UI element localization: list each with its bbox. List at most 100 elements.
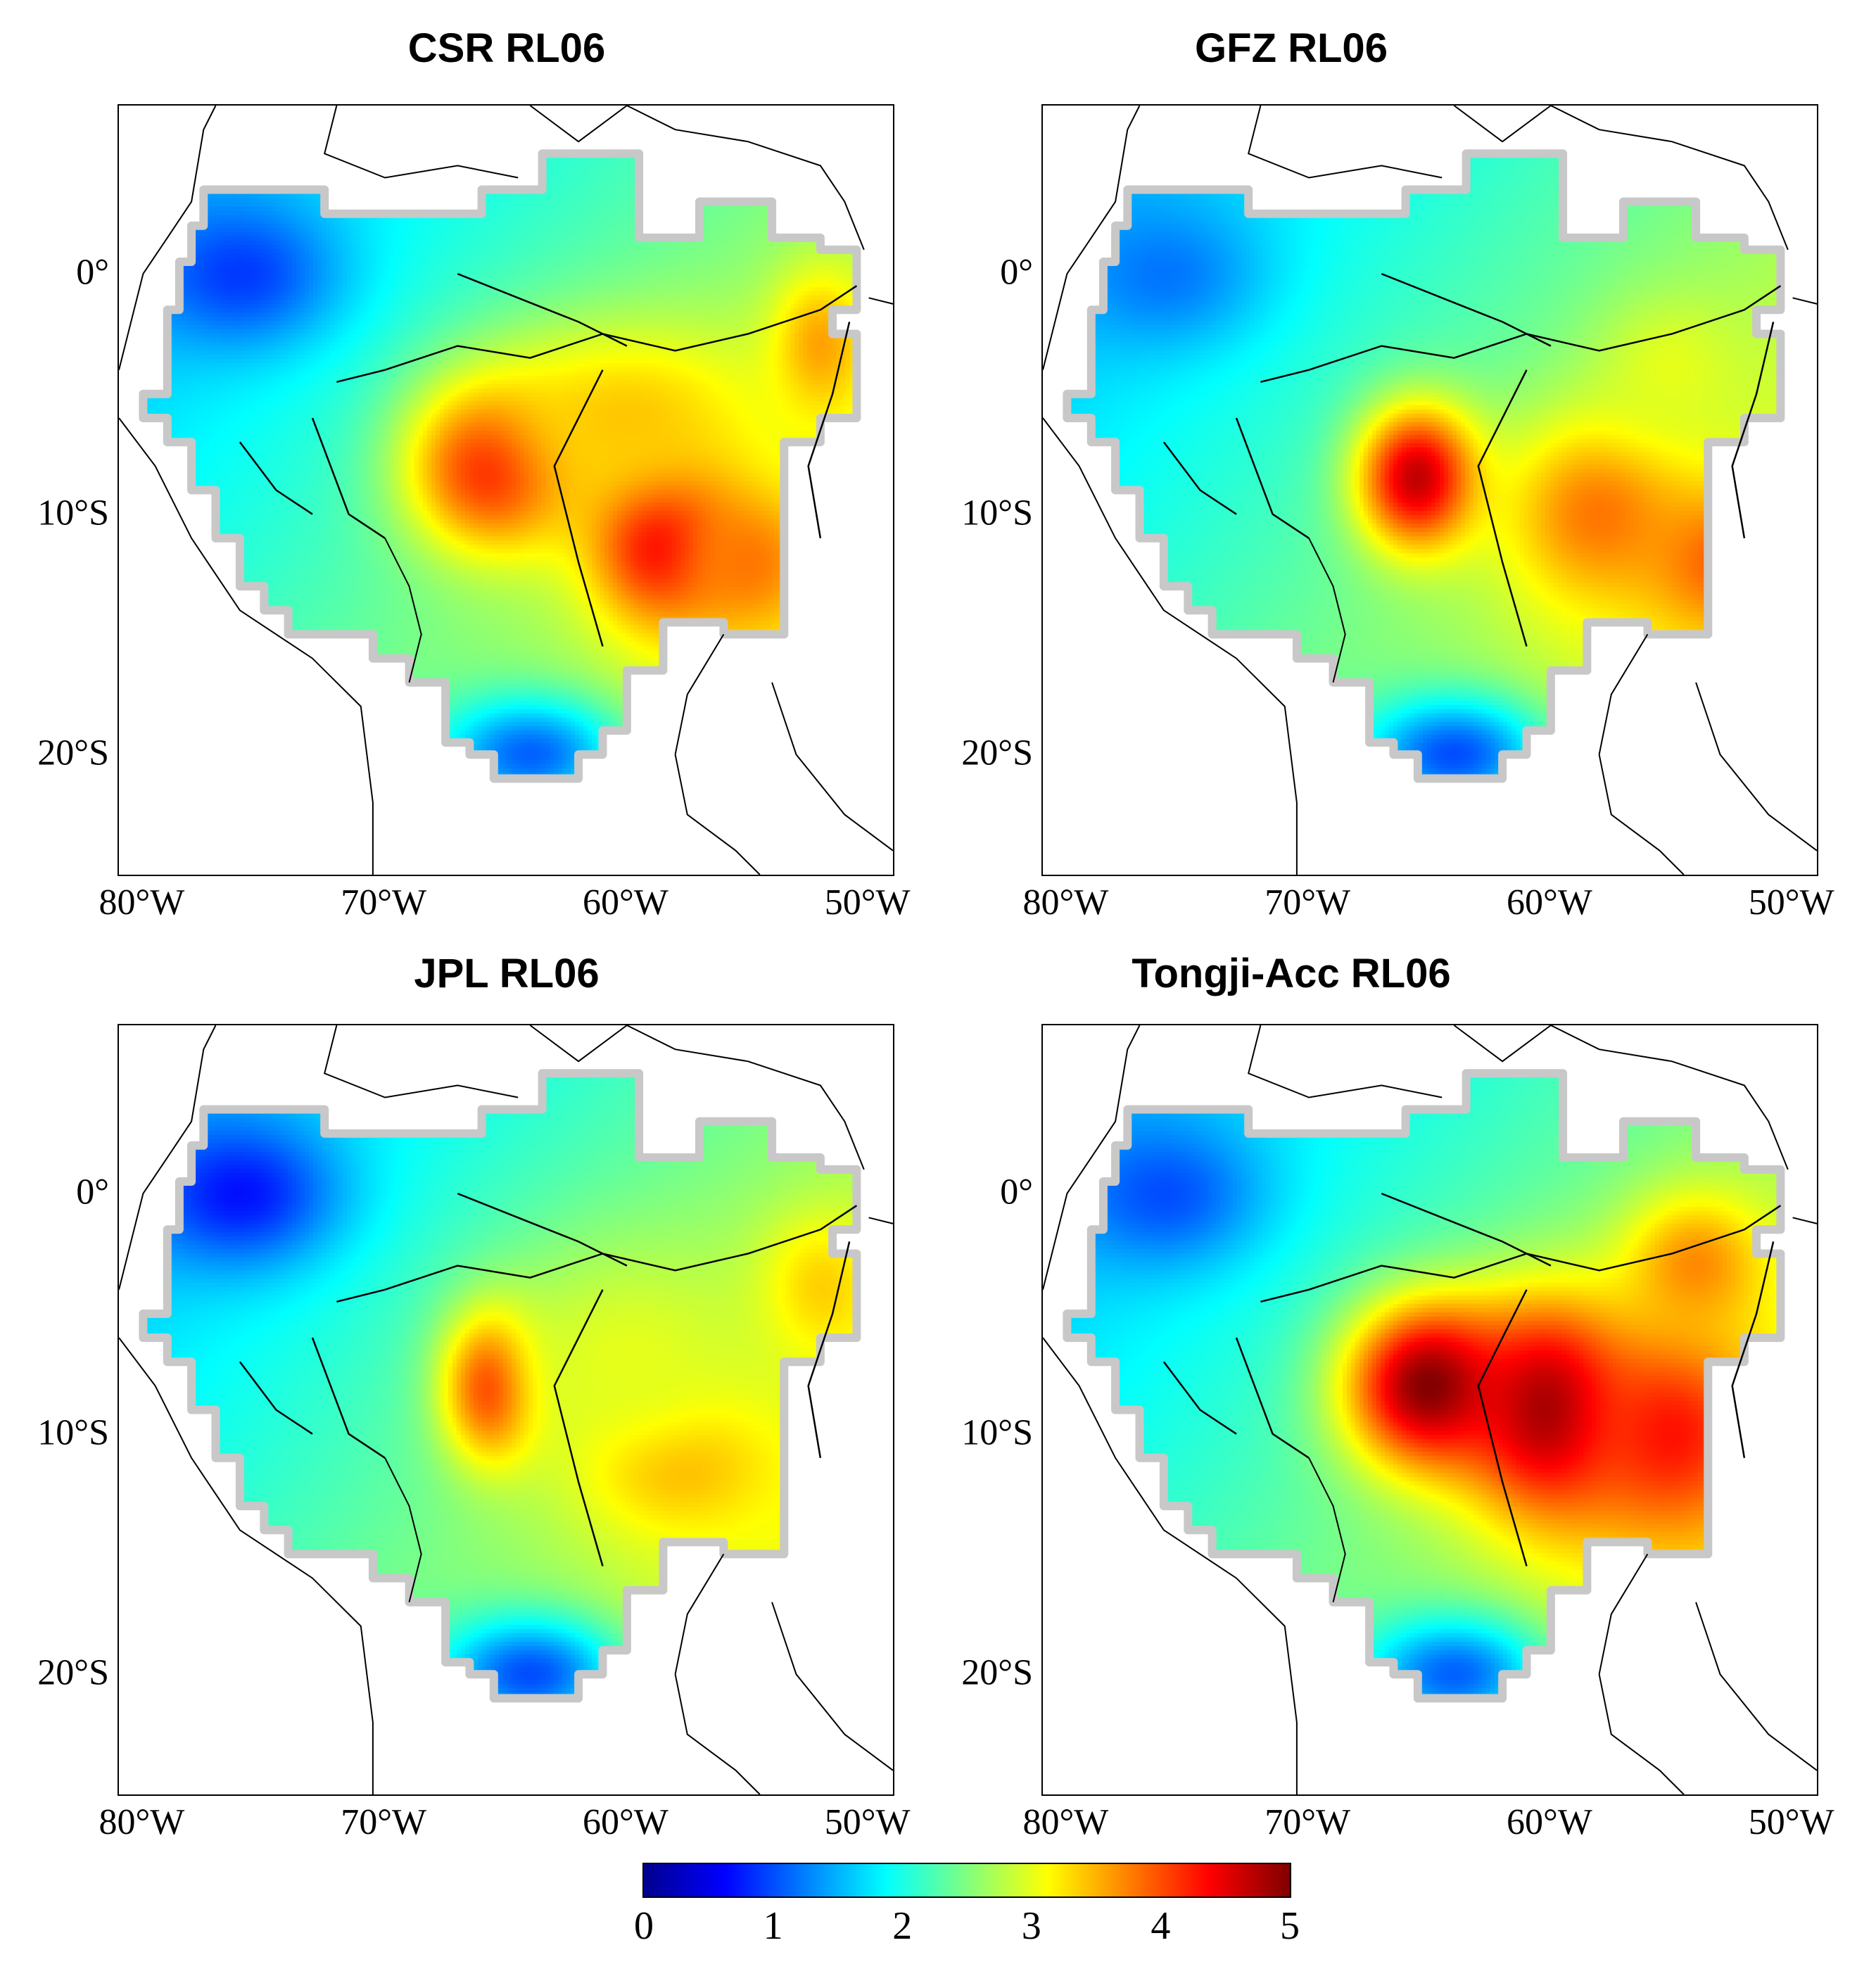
heatmap-jpl	[119, 1025, 893, 1794]
coastline	[529, 1025, 865, 1170]
panel-title-gfz: GFZ RL06	[1195, 25, 1388, 71]
coastline	[868, 297, 893, 305]
coastline	[771, 682, 893, 851]
river	[239, 441, 313, 515]
colorbar-tick-label: 1	[763, 1904, 783, 1948]
river	[311, 417, 386, 539]
x-tick-label: 50°W	[1748, 1802, 1834, 1842]
coastline	[1248, 106, 1443, 179]
y-tick-label: 10°S	[961, 493, 1033, 533]
river	[1260, 369, 1310, 384]
colorbar-tick-label: 3	[1021, 1904, 1041, 1948]
y-tick-label: 0°	[76, 252, 109, 293]
coastline	[384, 538, 422, 683]
heatmap-tongji	[1043, 1025, 1817, 1794]
coastline	[674, 754, 761, 875]
map-jpl	[118, 1024, 894, 1796]
river	[553, 1289, 604, 1566]
coastline	[1792, 297, 1817, 305]
river	[384, 285, 858, 371]
basin-outline	[139, 1069, 861, 1703]
coastline	[1248, 1025, 1443, 1098]
river	[1731, 322, 1775, 539]
x-tick-label: 60°W	[1506, 1802, 1592, 1842]
coastline	[529, 106, 865, 251]
coastline	[324, 1025, 519, 1098]
map-overlay-csr	[119, 106, 893, 875]
coastline	[1043, 1337, 1298, 1794]
y-tick-label: 20°S	[37, 733, 109, 773]
coastline	[119, 1025, 217, 1290]
x-tick-label: 60°W	[1506, 882, 1592, 923]
colorbar-tick-label: 5	[1280, 1904, 1300, 1948]
heatmap-gfz	[1043, 106, 1817, 875]
river	[807, 322, 851, 539]
map-overlay-tongji	[1043, 1025, 1817, 1794]
basin-outline	[1063, 1069, 1785, 1703]
x-tick-label: 60°W	[582, 1802, 668, 1842]
colorbar	[642, 1863, 1291, 1898]
y-tick-label: 10°S	[37, 493, 109, 533]
x-tick-label: 50°W	[824, 882, 911, 923]
basin-outline	[139, 149, 861, 783]
colorbar-tick-label: 0	[634, 1904, 654, 1948]
coastline	[1453, 1025, 1789, 1170]
river	[1381, 272, 1552, 347]
coastline	[1792, 1217, 1817, 1224]
river	[1477, 1289, 1528, 1566]
x-tick-label: 50°W	[824, 1802, 911, 1842]
river	[239, 1361, 313, 1435]
x-tick-label: 80°W	[1022, 882, 1109, 923]
coastline	[324, 106, 519, 179]
coastline	[1695, 682, 1817, 851]
coastline	[1043, 417, 1298, 875]
y-tick-label: 0°	[76, 1172, 109, 1212]
panel-title-tongji: Tongji-Acc RL06	[1132, 951, 1451, 996]
coastline	[1598, 1674, 1685, 1794]
coastline	[1043, 1025, 1141, 1290]
coastline	[1598, 754, 1685, 875]
panel-title-csr: CSR RL06	[407, 25, 606, 71]
x-tick-label: 70°W	[1265, 1802, 1351, 1842]
map-gfz	[1041, 104, 1818, 876]
y-tick-label: 20°S	[961, 733, 1033, 773]
river	[1477, 369, 1528, 647]
river	[1162, 1361, 1237, 1435]
coastline	[1043, 106, 1141, 370]
river	[384, 1205, 858, 1291]
river	[1308, 1205, 1782, 1291]
coastline	[1598, 633, 1649, 755]
map-overlay-gfz	[1043, 106, 1817, 875]
basin-outline	[1063, 149, 1785, 783]
x-tick-label: 80°W	[1022, 1802, 1109, 1842]
colorbar-tick-label: 2	[892, 1904, 913, 1948]
river	[1308, 285, 1782, 371]
coastline	[119, 1337, 374, 1794]
coastline	[674, 1553, 725, 1675]
coastline	[771, 1602, 893, 1771]
panel-title-jpl: JPL RL06	[414, 951, 600, 996]
river	[336, 1288, 386, 1303]
y-tick-label: 0°	[1000, 1172, 1033, 1212]
river	[807, 1241, 851, 1459]
y-tick-label: 10°S	[961, 1412, 1033, 1453]
coastline	[1695, 1602, 1817, 1771]
y-tick-label: 20°S	[37, 1652, 109, 1693]
coastline	[119, 417, 374, 875]
coastline	[868, 1217, 893, 1224]
coastline	[674, 633, 725, 755]
coastline	[119, 106, 217, 370]
x-tick-label: 70°W	[1265, 882, 1351, 923]
y-tick-label: 20°S	[961, 1652, 1033, 1693]
x-tick-label: 70°W	[341, 1802, 427, 1842]
river	[457, 272, 628, 347]
river	[1235, 1337, 1310, 1459]
x-tick-label: 80°W	[99, 1802, 185, 1842]
map-csr	[118, 104, 894, 876]
heatmap-csr	[119, 106, 893, 875]
x-tick-label: 70°W	[341, 882, 427, 923]
x-tick-label: 60°W	[582, 882, 668, 923]
river	[1235, 417, 1310, 539]
river	[336, 369, 386, 384]
coastline	[1308, 538, 1346, 683]
